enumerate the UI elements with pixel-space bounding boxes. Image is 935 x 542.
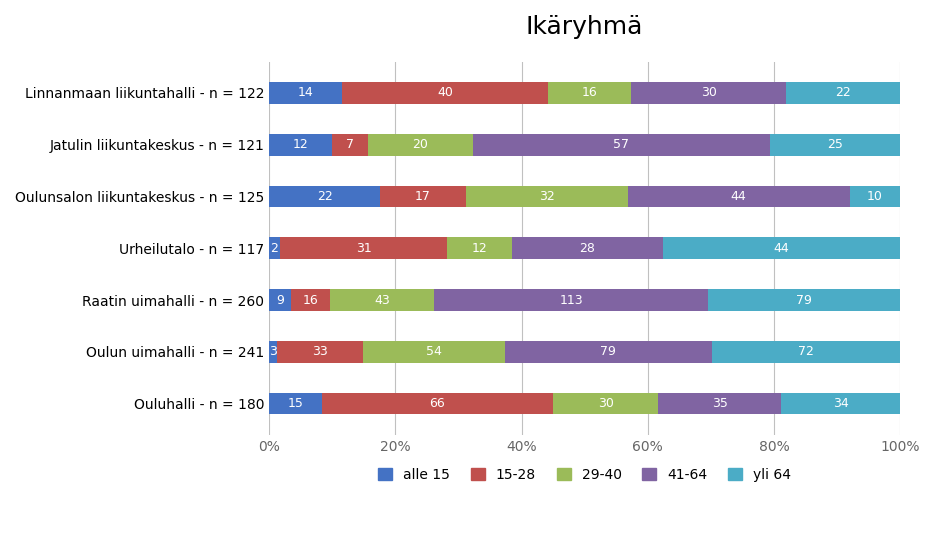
Bar [330, 289, 434, 311]
Text: 7: 7 [346, 138, 354, 151]
Bar [434, 289, 709, 311]
Text: 72: 72 [798, 345, 813, 358]
Bar [269, 82, 341, 104]
Text: 14: 14 [297, 86, 313, 99]
Bar [658, 393, 781, 415]
Text: 43: 43 [374, 294, 390, 307]
Bar [269, 393, 322, 415]
Bar [781, 393, 900, 415]
Text: 44: 44 [731, 190, 746, 203]
Text: 16: 16 [582, 86, 597, 99]
Bar [554, 393, 658, 415]
Bar [381, 185, 466, 207]
Text: 12: 12 [293, 138, 309, 151]
Bar [341, 82, 549, 104]
Bar [269, 341, 277, 363]
Text: 17: 17 [415, 190, 431, 203]
Text: 28: 28 [580, 242, 596, 255]
Bar [709, 289, 900, 311]
Title: Ikäryhmä: Ikäryhmä [526, 15, 643, 39]
Bar [505, 341, 712, 363]
Text: 20: 20 [412, 138, 428, 151]
Bar [712, 341, 900, 363]
Text: 25: 25 [827, 138, 843, 151]
Text: 79: 79 [600, 345, 616, 358]
Bar [627, 185, 850, 207]
Bar [269, 185, 381, 207]
Text: 16: 16 [303, 294, 318, 307]
Text: 57: 57 [613, 138, 629, 151]
Bar [511, 237, 663, 259]
Text: 31: 31 [355, 242, 371, 255]
Bar [269, 289, 291, 311]
Bar [322, 393, 554, 415]
Text: 22: 22 [317, 190, 333, 203]
Bar [549, 82, 631, 104]
Bar [850, 185, 900, 207]
Text: 9: 9 [276, 294, 284, 307]
Text: 10: 10 [867, 190, 883, 203]
Bar [291, 289, 330, 311]
Bar [663, 237, 900, 259]
Text: 3: 3 [269, 345, 277, 358]
Bar [280, 237, 447, 259]
Bar [472, 134, 770, 156]
Bar [269, 134, 332, 156]
Text: 33: 33 [312, 345, 328, 358]
Bar [466, 185, 627, 207]
Text: 30: 30 [597, 397, 613, 410]
Bar [770, 134, 900, 156]
Text: 34: 34 [833, 397, 849, 410]
Text: 2: 2 [270, 242, 279, 255]
Text: 30: 30 [701, 86, 717, 99]
Text: 44: 44 [773, 242, 789, 255]
Text: 35: 35 [712, 397, 727, 410]
Text: 32: 32 [539, 190, 554, 203]
Text: 22: 22 [836, 86, 851, 99]
Bar [368, 134, 472, 156]
Bar [631, 82, 786, 104]
Text: 113: 113 [559, 294, 583, 307]
Text: 54: 54 [426, 345, 442, 358]
Bar [364, 341, 505, 363]
Text: 12: 12 [471, 242, 487, 255]
Text: 66: 66 [429, 397, 445, 410]
Legend: alle 15, 15-28, 29-40, 41-64, yli 64: alle 15, 15-28, 29-40, 41-64, yli 64 [372, 462, 797, 487]
Bar [277, 341, 364, 363]
Text: 79: 79 [797, 294, 813, 307]
Bar [269, 237, 280, 259]
Text: 15: 15 [287, 397, 303, 410]
Text: 40: 40 [437, 86, 453, 99]
Bar [786, 82, 900, 104]
Bar [447, 237, 511, 259]
Bar [332, 134, 368, 156]
